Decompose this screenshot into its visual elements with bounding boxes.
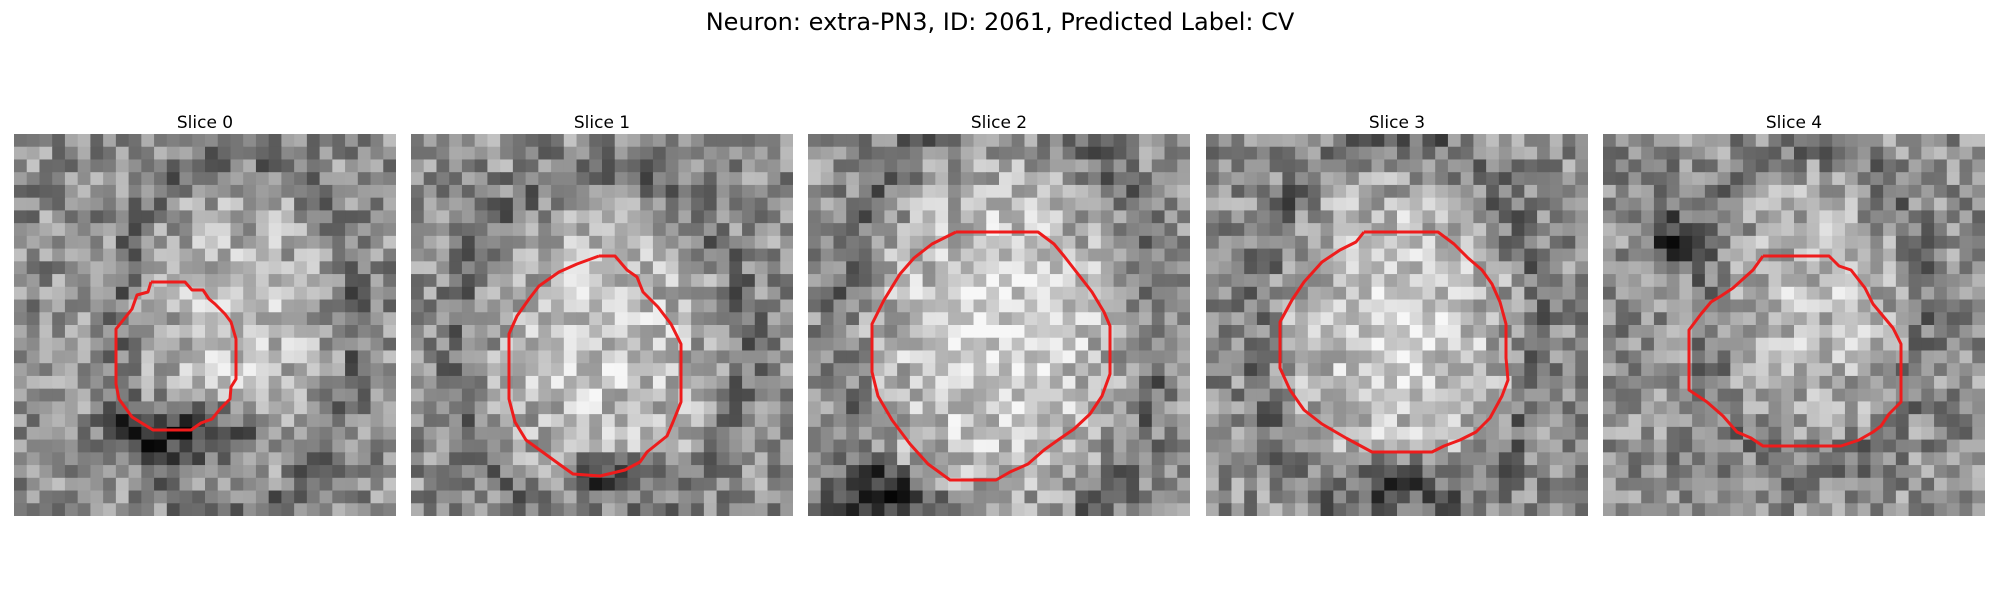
- noise-pixels-1: [411, 134, 793, 516]
- slice-title-1: Slice 1: [573, 113, 631, 133]
- slice-title-2: Slice 2: [970, 113, 1028, 133]
- contour-2: [870, 230, 1112, 482]
- slice-image-4: [1603, 134, 1985, 516]
- slice-title-4: Slice 4: [1765, 113, 1823, 133]
- slice-svg-1: [411, 134, 793, 516]
- figure-title: Neuron: extra-PN3, ID: 2061, Predicted L…: [705, 8, 1295, 36]
- slice-title-3: Slice 3: [1368, 113, 1426, 133]
- slice-svg-2: [808, 134, 1190, 516]
- noise-pixels-3: [1206, 134, 1588, 516]
- slice-title-0: Slice 0: [176, 113, 234, 133]
- noise-pixels-2: [808, 134, 1190, 516]
- slice-svg-3: [1206, 134, 1588, 516]
- slice-svg-0: [14, 134, 396, 516]
- slice-image-2: [808, 134, 1190, 516]
- slice-svg-4: [1603, 134, 1985, 516]
- noise-pixels-4: [1603, 134, 1985, 516]
- slice-image-1: [411, 134, 793, 516]
- noise-pixels-0: [14, 134, 396, 516]
- contour-1: [507, 254, 683, 478]
- contour-0: [114, 280, 238, 432]
- slice-image-0: [14, 134, 396, 516]
- contour-4: [1687, 254, 1903, 448]
- slice-image-3: [1206, 134, 1588, 516]
- contour-3: [1278, 230, 1510, 454]
